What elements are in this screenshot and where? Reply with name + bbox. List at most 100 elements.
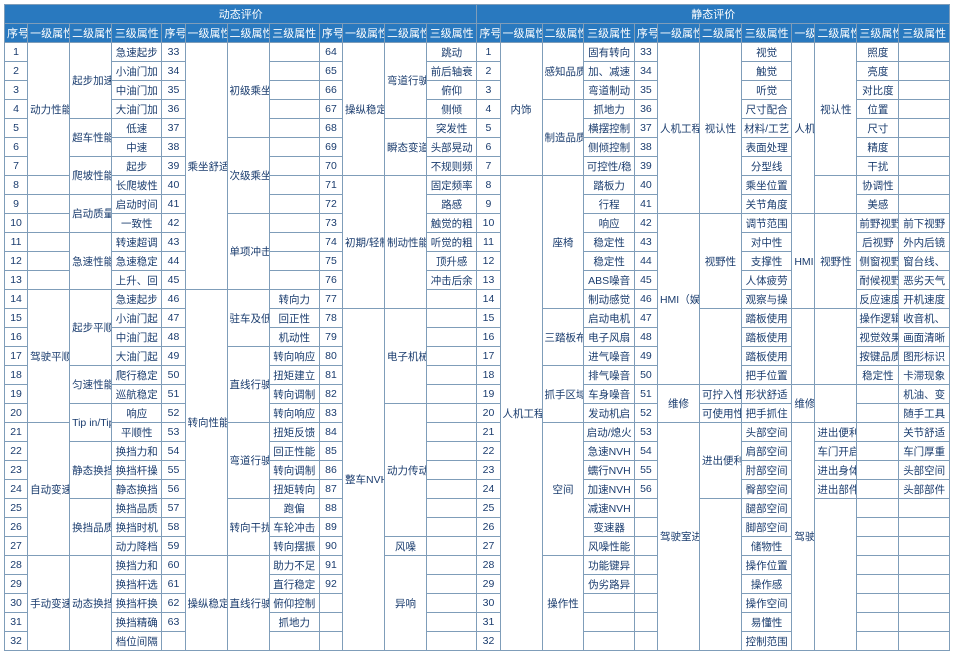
l3-cell: 易懂性 [741,613,791,632]
l3-cell: 储物性 [741,537,791,556]
l3-cell: 踏板使用 [741,347,791,366]
l3-cell [899,518,950,537]
l3-cell: 固有转向 [584,43,634,62]
seq-cell: 85 [319,442,342,461]
seq-cell: 58 [162,518,185,537]
l3-cell [584,613,634,632]
l2-cell: 抓手区域 [542,366,584,423]
seq-cell: 49 [634,347,657,366]
l3-cell [426,480,476,499]
l3-cell [426,594,476,613]
seq-cell: 43 [162,233,185,252]
l3-cell: 把手抓住 [741,404,791,423]
l1-cell [792,309,815,385]
l3-cell: 头部部件 [899,480,950,499]
seq-cell: 6 [477,138,500,157]
seq-cell: 48 [162,328,185,347]
l3-cell [899,575,950,594]
l3-cell: 形状舒适 [741,385,791,404]
l3-cell: ABS噪音 [584,271,634,290]
l3-cell: 头部空间 [899,461,950,480]
l3-cell: 画面清晰 [899,328,950,347]
l3-cell: 材料/工艺 [741,119,791,138]
l3-cell [269,138,319,157]
seq-cell: 30 [477,594,500,613]
l3-cell: 控制范围 [741,632,791,651]
l3-cell: 长爬坡性 [112,176,162,195]
seq-cell: 23 [5,461,28,480]
l3-cell: 急速起步 [112,43,162,62]
seq-cell: 31 [477,613,500,632]
l1-cell: 维修 [792,385,815,423]
seq-cell [634,537,657,556]
l3-cell [857,499,899,518]
seq-cell: 19 [5,385,28,404]
l3-cell: 表面处理 [741,138,791,157]
l3-cell: 爬行稳定 [112,366,162,385]
l3-cell [426,518,476,537]
l3-cell [269,157,319,176]
seq-cell: 21 [5,423,28,442]
seq-cell: 45 [634,271,657,290]
l2-cell: 超车性能 [70,119,112,157]
l3-cell [426,385,476,404]
l3-cell: 不规则频 [426,157,476,176]
seq-cell: 34 [634,62,657,81]
l2-cell: 三踏板布置 [542,309,584,366]
table-body: 1动力性能起步加速性能急速起步33乘坐舒适性初级乘坐性能64操纵稳定性弯道行驶稳… [5,43,950,651]
l3-cell: 干扰 [857,157,899,176]
l2-cell: 风噪 [384,537,426,556]
l3-cell: 行程 [584,195,634,214]
seq-cell: 37 [162,119,185,138]
l3-cell: 肩部空间 [741,442,791,461]
l3-cell: 大油门加 [112,100,162,119]
l3-cell: 换挡杆换 [112,594,162,613]
l3-cell: 直行稳定 [269,575,319,594]
l3-cell: 启动时间 [112,195,162,214]
l3-cell [269,43,319,62]
l2-cell: Tip in/Tip [70,404,112,442]
l3-cell: 跳动 [426,43,476,62]
l3-cell [426,442,476,461]
l3-cell: 位置 [857,100,899,119]
l2-cell [815,499,857,651]
l3-cell [426,461,476,480]
seq-cell: 10 [5,214,28,233]
l2-cell: 换挡品质 [70,499,112,556]
l3-cell: 前后轴衰 [426,62,476,81]
l3-cell: 突发性 [426,119,476,138]
l2-cell: 可使用性 [699,404,741,423]
l3-cell: 踏板使用 [741,328,791,347]
seq-cell: 15 [477,309,500,328]
l3-cell [269,100,319,119]
l2-cell: 操作性 [542,556,584,651]
l3-cell: 弯道制动 [584,81,634,100]
l1-cell: 操纵稳定性 [343,43,385,176]
l3-cell: 协调性 [857,176,899,195]
seq-cell: 7 [5,157,28,176]
l3-cell: 支撑性 [741,252,791,271]
seq-cell [319,613,342,632]
seq-cell: 25 [477,499,500,518]
l3-cell [426,404,476,423]
l2-cell: 弯道行驶稳定性 [384,43,426,119]
hdr-l1: 一级属性 [28,24,70,43]
seq-cell: 53 [634,423,657,442]
l3-cell [269,271,319,290]
l2-cell: 进出便利 [699,423,741,499]
l3-cell: 窗台线、 [899,252,950,271]
l3-cell: 操作空间 [741,594,791,613]
l3-cell: 图形标识 [899,347,950,366]
l3-cell: 分型线 [741,157,791,176]
seq-cell: 73 [319,214,342,233]
l3-cell: 机动性 [269,328,319,347]
l2-cell: 初级乘坐性能 [227,43,269,138]
seq-cell: 9 [477,195,500,214]
l3-cell: 助力不足 [269,556,319,575]
l3-cell: 精度 [857,138,899,157]
l3-cell [269,81,319,100]
seq-cell: 74 [319,233,342,252]
l3-cell: 侧倾控制 [584,138,634,157]
l3-cell: 转向调制 [269,461,319,480]
l3-cell: 档位间隔 [112,632,162,651]
